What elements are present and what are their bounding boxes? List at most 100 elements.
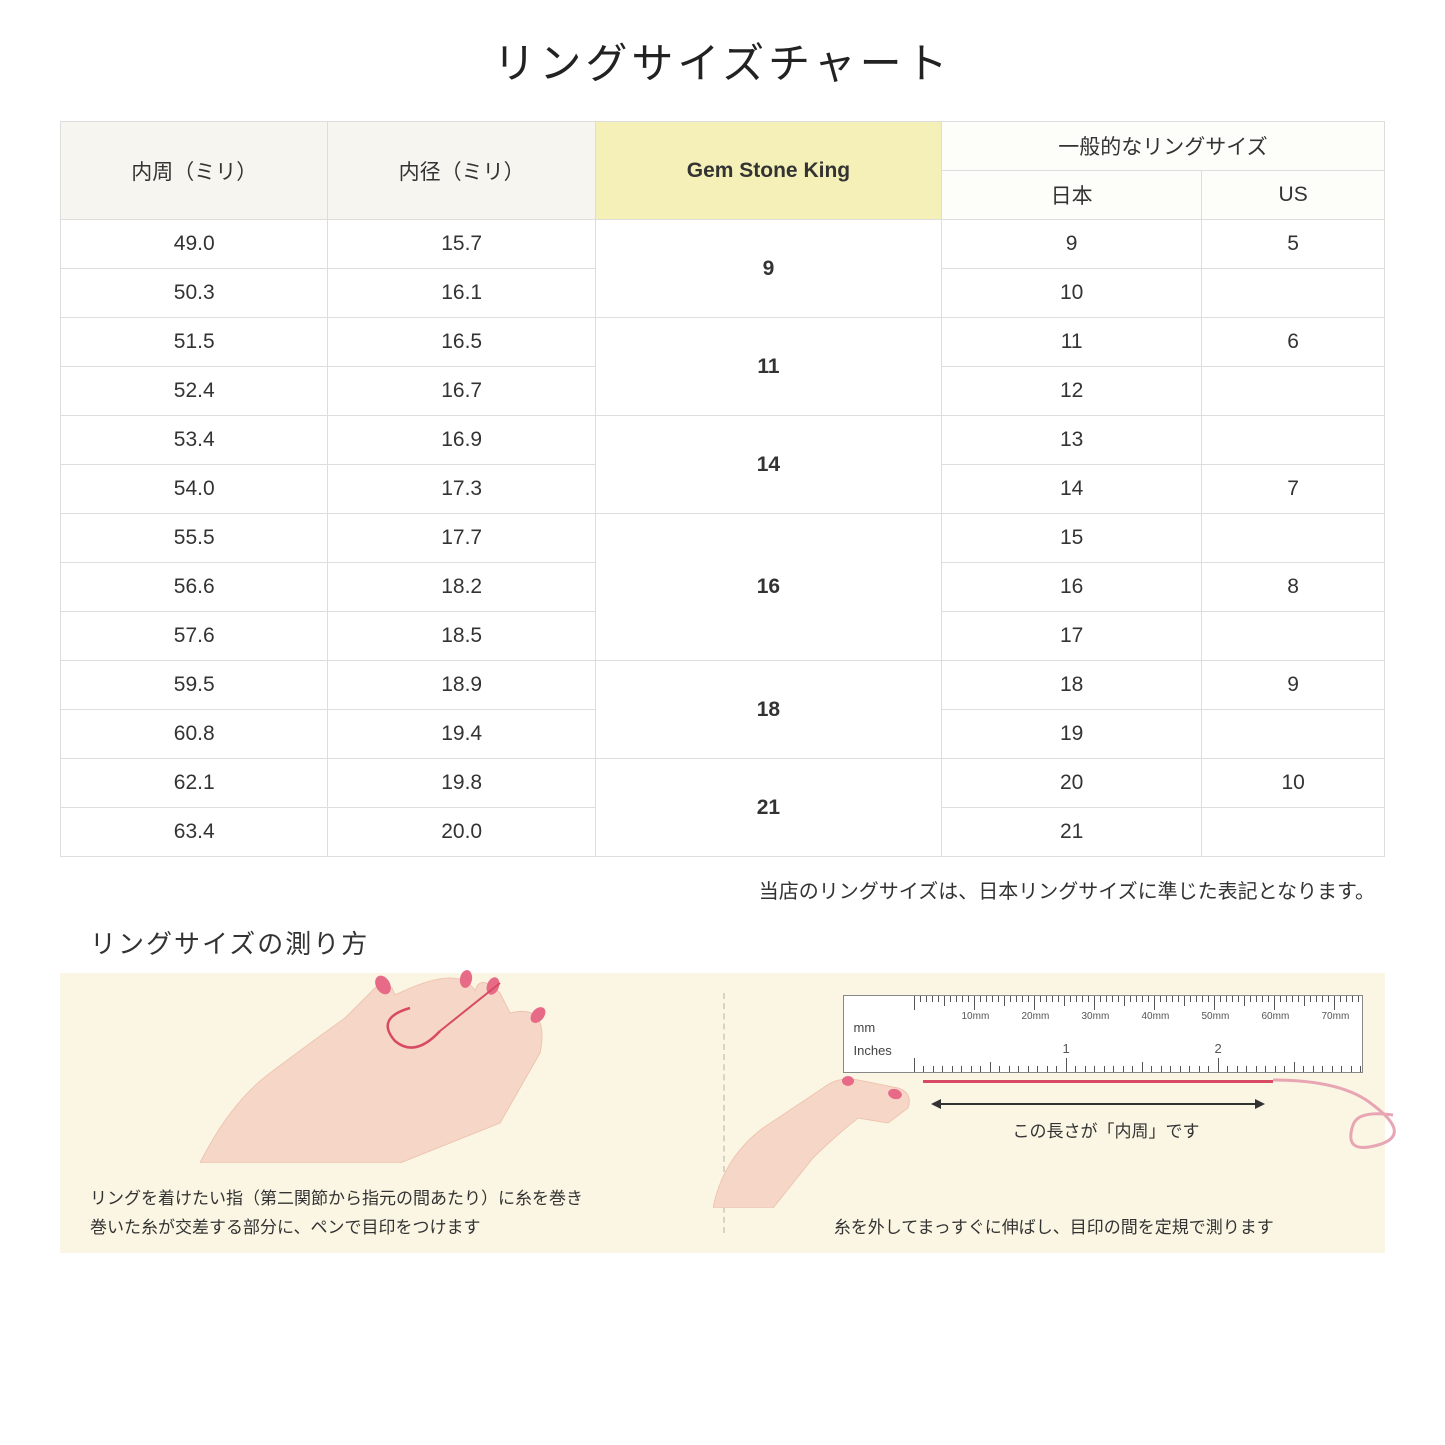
table-row: 59.518.918189	[61, 661, 1385, 710]
cell-diameter: 17.7	[328, 514, 595, 563]
ruler-mm-label: 10mm	[962, 1011, 990, 1022]
cell-diameter: 16.1	[328, 269, 595, 318]
cell-circumference: 53.4	[61, 416, 328, 465]
ruler-in-unit: Inches	[854, 1043, 892, 1058]
size-chart-table: 内周（ミリ） 内径（ミリ） Gem Stone King 一般的なリングサイズ …	[60, 121, 1385, 857]
cell-japan: 16	[941, 563, 1201, 612]
table-row: 53.416.91413	[61, 416, 1385, 465]
cell-japan: 14	[941, 465, 1201, 514]
cell-japan: 21	[941, 808, 1201, 857]
cell-diameter: 18.5	[328, 612, 595, 661]
ruler-mm-label: 50mm	[1202, 1011, 1230, 1022]
cell-circumference: 60.8	[61, 710, 328, 759]
ruler-mm-label: 70mm	[1322, 1011, 1350, 1022]
cell-diameter: 18.2	[328, 563, 595, 612]
cell-us	[1202, 808, 1385, 857]
header-circumference: 内周（ミリ）	[61, 122, 328, 220]
cell-gsk: 9	[595, 220, 941, 318]
howto-left-line2: 巻いた糸が交差する部分に、ペンで目印をつけます	[90, 1214, 693, 1243]
howto-left: リングを着けたい指（第二関節から指元の間あたり）に糸を巻き 巻いた糸が交差する部…	[60, 973, 723, 1253]
table-row: 49.015.7995	[61, 220, 1385, 269]
cell-circumference: 49.0	[61, 220, 328, 269]
cell-diameter: 18.9	[328, 661, 595, 710]
cell-circumference: 59.5	[61, 661, 328, 710]
cell-diameter: 16.9	[328, 416, 595, 465]
cell-circumference: 57.6	[61, 612, 328, 661]
cell-diameter: 16.5	[328, 318, 595, 367]
thread-curl	[1263, 1065, 1423, 1155]
cell-gsk: 11	[595, 318, 941, 416]
howto-panel: リングを着けたい指（第二関節から指元の間あたり）に糸を巻き 巻いた糸が交差する部…	[60, 973, 1385, 1253]
table-row: 55.517.71615	[61, 514, 1385, 563]
ruler-mm-label: 30mm	[1082, 1011, 1110, 1022]
ruler-wrap: mm Inches 10mm 20mm 30mm 40mm 50mm 60mm 70mm 1…	[843, 995, 1363, 1073]
cell-us	[1202, 514, 1385, 563]
hand-wrap-illustration	[200, 963, 580, 1163]
howto-right: mm Inches 10mm 20mm 30mm 40mm 50mm 60mm 70mm 1…	[723, 973, 1386, 1253]
cell-gsk: 18	[595, 661, 941, 759]
cell-us	[1202, 367, 1385, 416]
cell-us: 7	[1202, 465, 1385, 514]
header-diameter: 内径（ミリ）	[328, 122, 595, 220]
table-footnote: 当店のリングサイズは、日本リングサイズに準じた表記となります。	[60, 867, 1385, 924]
dimension-label: この長さが「内周」です	[1013, 1117, 1200, 1142]
cell-gsk: 16	[595, 514, 941, 661]
cell-circumference: 55.5	[61, 514, 328, 563]
cell-us: 6	[1202, 318, 1385, 367]
thread-line	[923, 1080, 1273, 1083]
cell-circumference: 50.3	[61, 269, 328, 318]
cell-circumference: 52.4	[61, 367, 328, 416]
cell-japan: 11	[941, 318, 1201, 367]
cell-gsk: 14	[595, 416, 941, 514]
hand-measure-illustration	[713, 1068, 913, 1208]
cell-us	[1202, 612, 1385, 661]
ruler-mm-label: 40mm	[1142, 1011, 1170, 1022]
header-general: 一般的なリングサイズ	[941, 122, 1384, 171]
cell-diameter: 15.7	[328, 220, 595, 269]
cell-circumference: 62.1	[61, 759, 328, 808]
cell-diameter: 20.0	[328, 808, 595, 857]
cell-japan: 18	[941, 661, 1201, 710]
howto-left-line1: リングを着けたい指（第二関節から指元の間あたり）に糸を巻き	[90, 1185, 693, 1214]
cell-us: 10	[1202, 759, 1385, 808]
cell-us: 9	[1202, 661, 1385, 710]
cell-us	[1202, 416, 1385, 465]
header-gsk: Gem Stone King	[595, 122, 941, 220]
cell-diameter: 19.8	[328, 759, 595, 808]
cell-japan: 10	[941, 269, 1201, 318]
table-row: 62.119.8212010	[61, 759, 1385, 808]
cell-diameter: 17.3	[328, 465, 595, 514]
cell-japan: 12	[941, 367, 1201, 416]
dimension-arrow	[933, 1103, 1263, 1105]
table-row: 51.516.511116	[61, 318, 1385, 367]
header-us: US	[1202, 171, 1385, 220]
ruler-in-label: 2	[1215, 1041, 1222, 1056]
ruler-mm-label: 60mm	[1262, 1011, 1290, 1022]
cell-circumference: 63.4	[61, 808, 328, 857]
cell-circumference: 54.0	[61, 465, 328, 514]
cell-japan: 17	[941, 612, 1201, 661]
cell-japan: 19	[941, 710, 1201, 759]
cell-circumference: 56.6	[61, 563, 328, 612]
header-japan: 日本	[941, 171, 1201, 220]
cell-diameter: 16.7	[328, 367, 595, 416]
ruler-mm-label: 20mm	[1022, 1011, 1050, 1022]
howto-right-caption: 糸を外してまっすぐに伸ばし、目印の間を定規で測ります	[753, 1214, 1356, 1243]
cell-us	[1202, 269, 1385, 318]
ruler: mm Inches 10mm 20mm 30mm 40mm 50mm 60mm 70mm 1…	[843, 995, 1363, 1073]
cell-japan: 15	[941, 514, 1201, 563]
ruler-in-label: 1	[1063, 1041, 1070, 1056]
cell-us: 8	[1202, 563, 1385, 612]
cell-japan: 13	[941, 416, 1201, 465]
cell-us: 5	[1202, 220, 1385, 269]
cell-japan: 9	[941, 220, 1201, 269]
cell-japan: 20	[941, 759, 1201, 808]
cell-us	[1202, 710, 1385, 759]
cell-diameter: 19.4	[328, 710, 595, 759]
cell-circumference: 51.5	[61, 318, 328, 367]
ruler-mm-unit: mm	[854, 1020, 876, 1035]
cell-gsk: 21	[595, 759, 941, 857]
howto-title: リングサイズの測り方	[90, 924, 1385, 961]
page-title: リングサイズチャート	[60, 30, 1385, 91]
howto-left-caption: リングを着けたい指（第二関節から指元の間あたり）に糸を巻き 巻いた糸が交差する部…	[90, 1185, 693, 1243]
